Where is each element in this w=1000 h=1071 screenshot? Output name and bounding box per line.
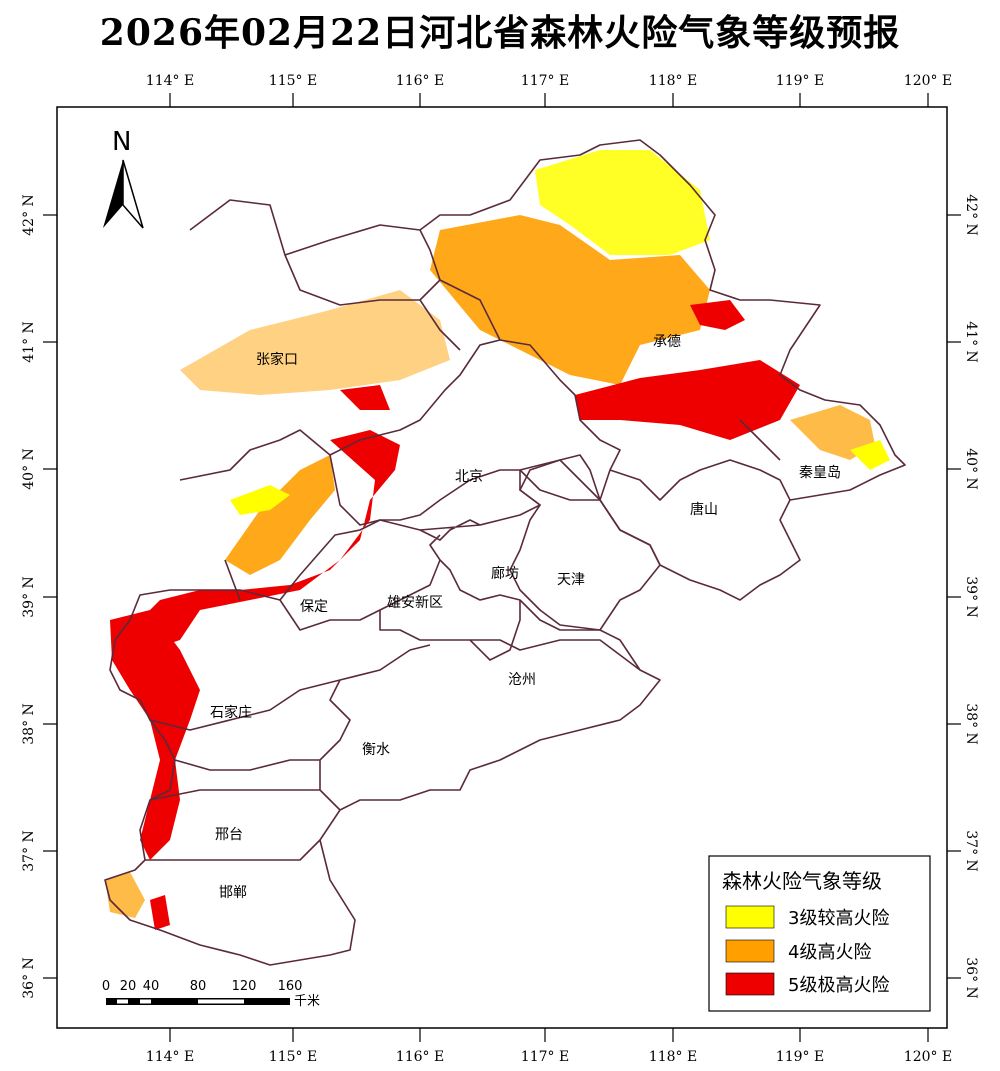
latitude-label: 39° N <box>21 576 37 618</box>
latitude-label: 39° N <box>963 576 979 618</box>
city-label-shijiazhuang: 石家庄 <box>210 704 252 721</box>
map-title: 2026年02月22日河北省森林火险气象等级预报 <box>99 12 901 54</box>
province-boundaries <box>104 139 906 966</box>
latitude-label: 40° N <box>963 448 979 490</box>
city-label-chengde: 承德 <box>653 334 681 350</box>
legend-swatch-level5 <box>725 972 775 996</box>
scale-tick-label: 160 <box>278 979 303 994</box>
latitude-label: 42° N <box>963 194 979 236</box>
north-arrow-label: N <box>112 127 131 157</box>
latitude-label: 41° N <box>963 321 979 363</box>
scale-tick-label: 80 <box>190 979 207 994</box>
longitude-label: 120° E <box>904 1049 952 1065</box>
city-label-cangzhou: 沧州 <box>508 671 536 688</box>
longitude-label: 116° E <box>396 1049 444 1065</box>
latitude-label: 37° N <box>21 830 37 872</box>
latitude-label: 38° N <box>963 703 979 745</box>
city-label-xiongan: 雄安新区 <box>387 595 443 611</box>
longitude-label: 116° E <box>396 73 444 89</box>
city-label-handan: 邯郸 <box>219 885 247 901</box>
latitude-label: 40° N <box>21 448 37 490</box>
longitude-label: 115° E <box>269 1049 317 1065</box>
longitude-label: 118° E <box>649 1049 697 1065</box>
hebei-outline <box>104 139 906 966</box>
latitude-label: 41° N <box>21 321 37 363</box>
longitude-ticks-top: 114° E 115° E 116° E 117° E 118° E 119° E 120°… <box>146 73 952 107</box>
city-label-tangshan: 唐山 <box>690 501 718 518</box>
legend-label-level3: 3级较高火险 <box>788 908 889 929</box>
city-label-hengshui: 衡水 <box>362 742 390 758</box>
city-label-qinhuangdao: 秦皇岛 <box>799 465 841 481</box>
city-label-baoding: 保定 <box>300 599 328 615</box>
north-arrow-icon: N <box>103 127 144 229</box>
latitude-label: 36° N <box>963 957 979 999</box>
scale-unit: 千米 <box>294 994 320 1009</box>
legend-title: 森林火险气象等级 <box>722 869 882 893</box>
legend: 森林火险气象等级 3级较高火险 4级高火险 5级极高火险 <box>708 855 931 1012</box>
latitude-label: 38° N <box>21 703 37 745</box>
longitude-label: 117° E <box>521 1049 569 1065</box>
longitude-label: 119° E <box>776 73 824 89</box>
city-labels: 张家口 承德 北京 秦皇岛 唐山 廊坊 天津 保定 雄安新区 沧州 石家庄 衡水… <box>210 334 841 901</box>
scale-tick-label: 40 <box>143 979 160 994</box>
city-label-zhangjiakou: 张家口 <box>256 351 298 368</box>
latitude-label: 42° N <box>21 194 37 236</box>
longitude-label: 120° E <box>904 73 952 89</box>
longitude-label: 115° E <box>269 73 317 89</box>
longitude-label: 117° E <box>521 73 569 89</box>
legend-swatch-level3 <box>725 905 775 929</box>
legend-label-level5: 5级极高火险 <box>788 975 889 996</box>
longitude-label: 114° E <box>146 73 194 89</box>
latitude-label: 37° N <box>963 830 979 872</box>
scale-tick-label: 20 <box>120 979 137 994</box>
scale-bar: 0 20 40 80 120 160 千米 <box>102 979 320 1009</box>
longitude-label: 114° E <box>146 1049 194 1065</box>
city-label-langfang: 廊坊 <box>491 565 519 582</box>
city-label-tianjin: 天津 <box>557 572 585 588</box>
longitude-ticks-bottom: 114° E 115° E 116° E 117° E 118° E 119° E 120°… <box>146 1028 952 1065</box>
latitude-ticks-left: 42° N 41° N 40° N 39° N 38° N 37° N 36° N <box>21 194 57 999</box>
tianjin-boundary <box>509 459 661 631</box>
risk-level-3-areas <box>230 150 890 515</box>
scale-tick-label: 120 <box>232 979 257 994</box>
city-label-xingtai: 邢台 <box>215 827 243 843</box>
latitude-ticks-right: 42° N 41° N 40° N 39° N 38° N 37° N 36° N <box>947 194 979 999</box>
latitude-label: 36° N <box>21 957 37 999</box>
risk-level-5-areas <box>110 300 800 930</box>
fire-risk-layer <box>105 150 890 930</box>
legend-label-level4: 4级高火险 <box>788 942 871 963</box>
internal-boundaries <box>145 229 791 861</box>
risk-level-4-areas <box>105 215 875 918</box>
longitude-label: 119° E <box>776 1049 824 1065</box>
scale-tick-label: 0 <box>102 979 110 994</box>
legend-swatch-level4 <box>725 939 775 963</box>
city-label-beijing: 北京 <box>455 469 483 485</box>
longitude-label: 118° E <box>649 73 697 89</box>
